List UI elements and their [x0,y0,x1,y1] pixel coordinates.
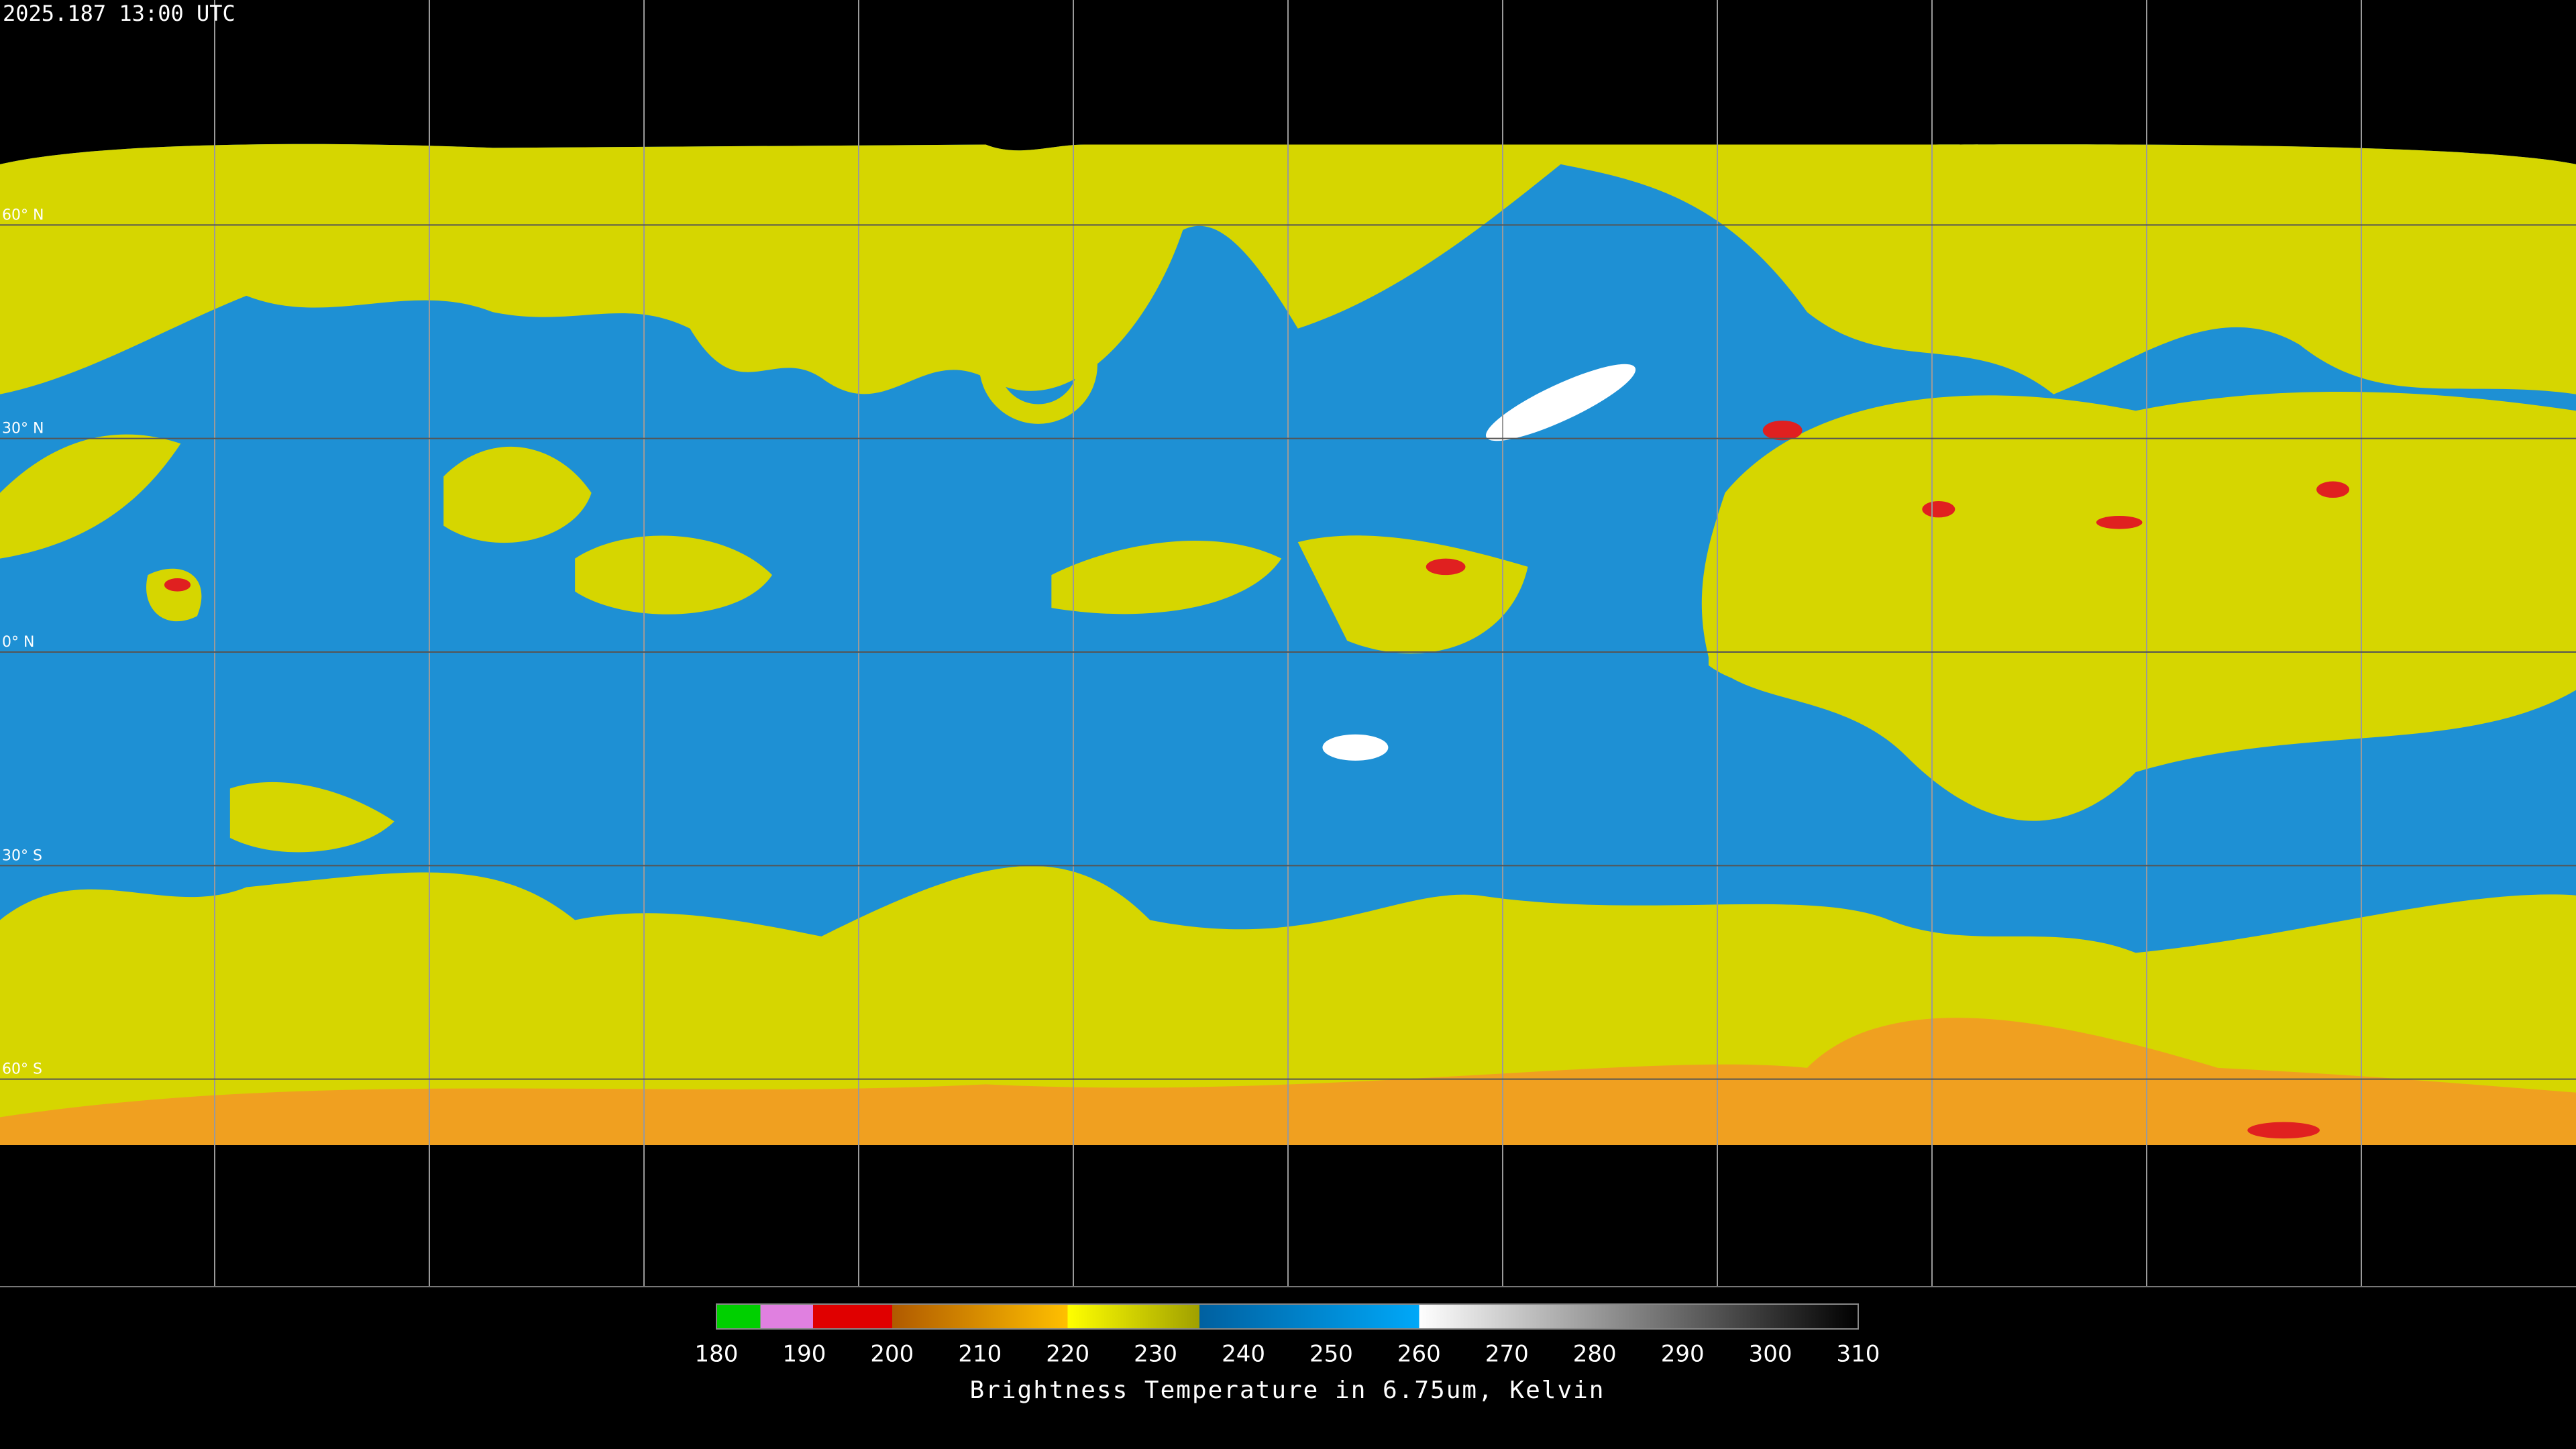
colorbar-tick-label: 270 [1485,1341,1529,1368]
cold-cloud-top [2247,1122,2320,1139]
colorbar-tick-label: 280 [1573,1341,1617,1368]
colorbar-tick-label: 240 [1222,1341,1265,1368]
cold-cloud-top [1922,500,1955,518]
colorbar-tick-label: 200 [870,1341,914,1368]
colorbar-tick-label: 300 [1749,1341,1792,1368]
colorbar-tick-label: 180 [695,1341,739,1368]
colorbar-tick-label: 290 [1661,1341,1705,1368]
colorbar-tick-label: 190 [782,1341,826,1368]
cold-cloud-top [1762,420,1803,441]
cold-cloud-top [2316,481,2350,498]
latitude-label: 60° N [2,207,44,223]
colorbar [716,1303,1859,1330]
colorbar-tick-label: 250 [1309,1341,1353,1368]
colorbar-label: Brightness Temperature in 6.75um, Kelvin [970,1377,1605,1404]
deep-convection [164,420,2350,1139]
colorbar-tick-label: 310 [1837,1341,1880,1368]
cold-cloud-top [1426,558,1466,576]
colorbar-tick-label: 260 [1397,1341,1441,1368]
colorbar-tick-label: 230 [1134,1341,1177,1368]
latitude-label: 60° S [2,1061,42,1078]
cold-cloud-top [2096,515,2143,529]
timestamp: 2025.187 13:00 UTC [3,1,235,26]
latitude-label: 30° N [2,421,44,437]
convection-clusters [0,434,1840,853]
graticule [0,0,2576,1287]
cyclone [979,305,1097,424]
latitude-label: 30° S [2,847,42,864]
warm-dry-area [1485,364,1636,441]
colorbar-tick-label: 210 [958,1341,1002,1368]
asia-moist-region [1701,391,2576,821]
latitude-label: 0° N [2,634,34,651]
warm-dry-area [1322,734,1389,761]
cold-cloud-top [164,578,191,592]
colorbar-tick-label: 220 [1046,1341,1089,1368]
